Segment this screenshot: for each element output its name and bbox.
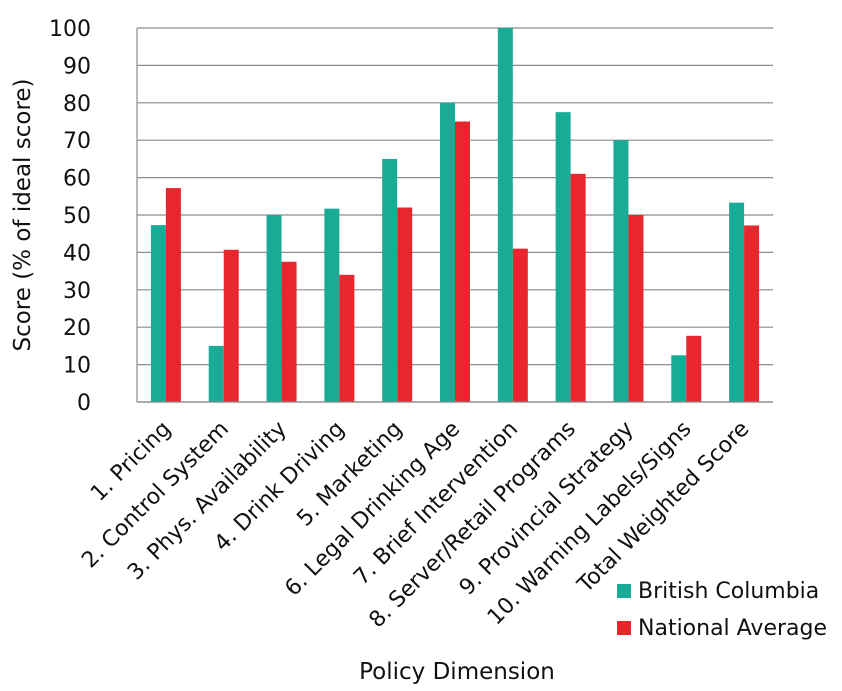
legend-swatch (617, 584, 631, 598)
y-tick-label: 100 (49, 17, 91, 42)
legend-swatch (617, 621, 631, 635)
bar-british-columbia (208, 345, 224, 402)
x-axis-title: Policy Dimension (359, 659, 555, 685)
bar-british-columbia (555, 112, 571, 403)
bar-british-columbia (671, 355, 687, 402)
bar-national-average (744, 225, 760, 402)
bar-national-average (455, 121, 470, 402)
y-tick-label: 60 (63, 167, 91, 192)
bar-national-average (339, 274, 355, 402)
bar-british-columbia (150, 225, 166, 402)
y-tick-label: 70 (63, 129, 91, 154)
y-tick-label: 10 (63, 354, 91, 379)
legend: British Columbia National Average (617, 579, 827, 641)
y-tick-label: 40 (63, 241, 91, 266)
bars (150, 28, 760, 403)
bar-national-average (570, 173, 586, 402)
bar-british-columbia (613, 140, 629, 402)
axes (136, 28, 773, 403)
bar-british-columbia (266, 215, 282, 402)
bar-national-average (512, 248, 528, 402)
bar-national-average (397, 207, 413, 402)
bar-national-average (223, 249, 239, 402)
y-tick-label: 90 (63, 54, 91, 79)
y-tick-label: 30 (63, 279, 91, 304)
y-tick-label: 80 (63, 92, 91, 117)
y-tick-label: 0 (77, 391, 91, 416)
bar-british-columbia (440, 102, 455, 403)
bar-national-average (628, 215, 644, 402)
y-tick-label: 50 (63, 204, 91, 229)
y-tick-label: 20 (63, 316, 91, 341)
bar-national-average (281, 261, 297, 402)
bar-british-columbia (729, 202, 745, 402)
legend-label: National Average (638, 616, 827, 641)
legend-label: British Columbia (638, 579, 819, 604)
bar-national-average (686, 335, 702, 402)
bar-british-columbia (382, 158, 398, 402)
bar-british-columbia (497, 28, 513, 402)
y-axis-title: Score (% of ideal score) (10, 78, 36, 351)
bar-national-average (165, 188, 181, 402)
bar-british-columbia (324, 208, 340, 402)
